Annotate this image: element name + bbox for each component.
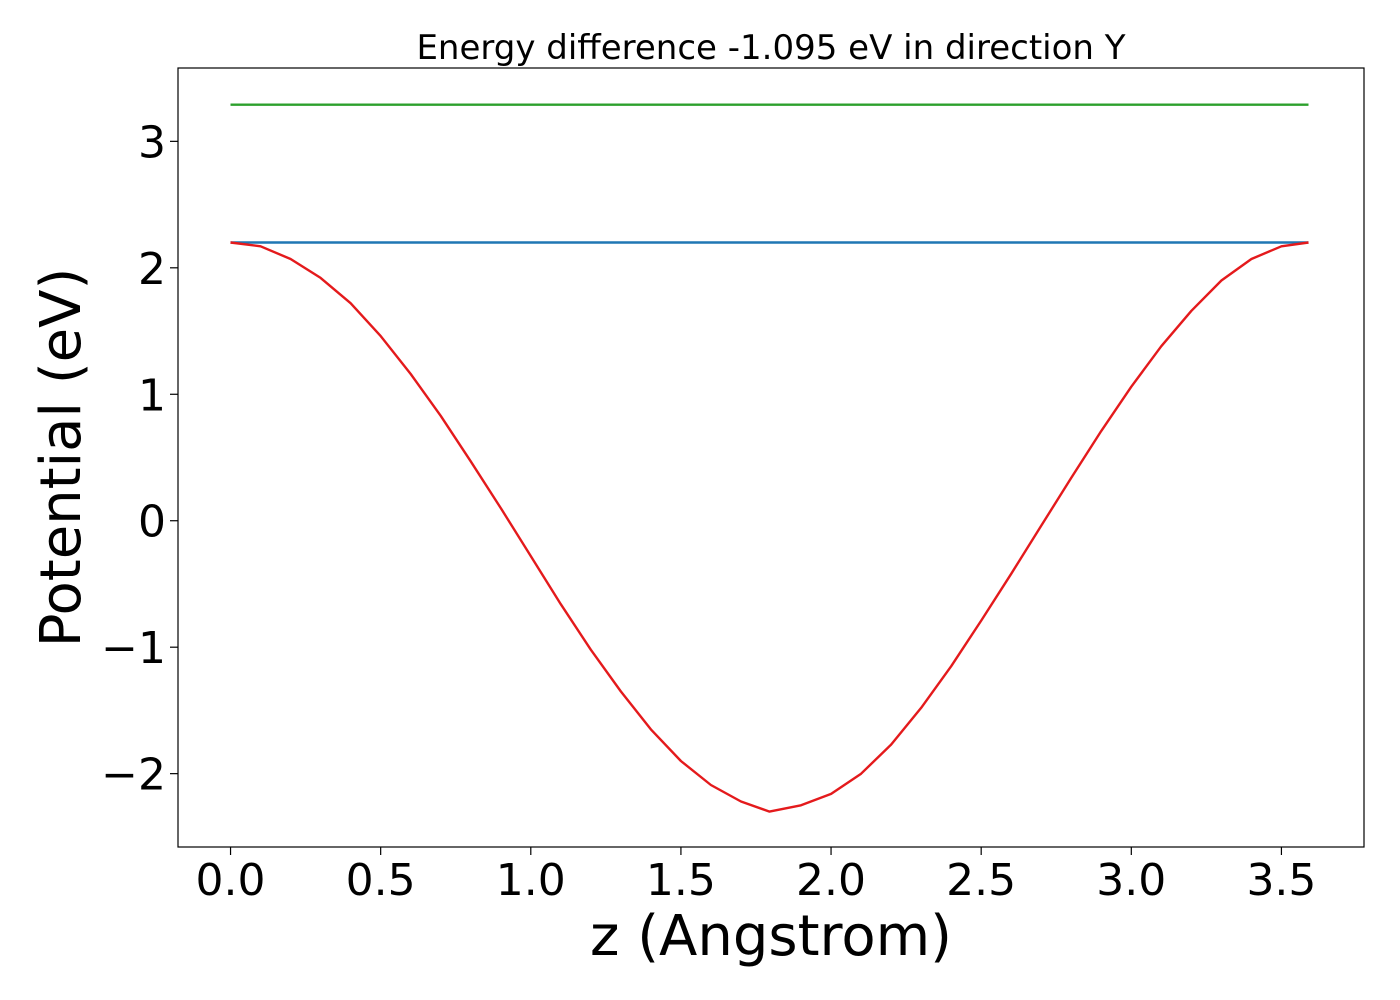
x-tick-label: 0.0 — [196, 855, 266, 906]
x-tick-label: 1.5 — [646, 855, 716, 906]
x-tick-label: 1.0 — [496, 855, 566, 906]
y-axis-label: Potential (eV) — [29, 268, 94, 648]
y-tick-label: 0 — [138, 497, 166, 548]
x-axis-label: z (Angstrom) — [590, 904, 952, 969]
x-tick-label: 3.5 — [1246, 855, 1316, 906]
chart-title: Energy difference -1.095 eV in direction… — [416, 28, 1125, 68]
plot-frame — [177, 67, 1365, 848]
y-axis-ticks: −2 −1 0 1 2 3 — [101, 117, 178, 801]
x-tick-label: 2.5 — [946, 855, 1016, 906]
x-tick-label: 2.0 — [796, 855, 866, 906]
y-tick-label: −2 — [101, 750, 166, 801]
y-tick-label: 2 — [138, 244, 166, 295]
y-tick-label: −1 — [101, 623, 166, 674]
x-axis-ticks: 0.0 0.5 1.0 1.5 2.0 2.5 3.0 3.5 — [196, 847, 1316, 906]
y-tick-label: 3 — [138, 117, 166, 168]
x-tick-label: 3.0 — [1096, 855, 1166, 906]
series-line-3 — [230, 241, 1309, 813]
x-tick-label: 0.5 — [346, 855, 416, 906]
y-tick-label: 1 — [138, 370, 166, 421]
series-layer — [230, 103, 1309, 813]
